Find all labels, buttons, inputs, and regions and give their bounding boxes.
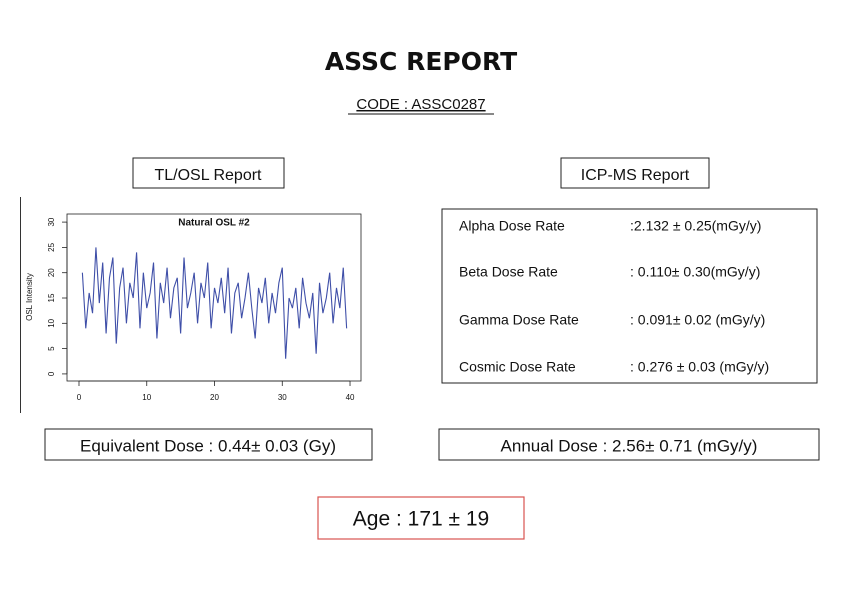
row-label: Alpha Dose Rate — [459, 218, 565, 234]
y-tick-label: 25 — [47, 242, 56, 251]
tl-osl-heading: TL/OSL Report — [154, 167, 262, 184]
equivalent-dose: Equivalent Dose : 0.44± 0.03 (Gy) — [80, 436, 336, 455]
icp-ms-heading: ICP-MS Report — [581, 167, 690, 184]
report-title: ASSC REPORT — [325, 47, 517, 76]
x-tick-label: 30 — [278, 393, 287, 402]
row-label: Gamma Dose Rate — [459, 312, 579, 328]
y-axis-label: OSL Intensity — [25, 273, 34, 321]
row-value: : 0.276 ± 0.03 (mGy/y) — [630, 359, 769, 375]
osl-chart: Natural OSL #2 OSL Intensity 0 5 10 15 20 25 30 0… — [25, 213, 362, 402]
annual-dose: Annual Dose : 2.56± 0.71 (mGy/y) — [501, 436, 758, 455]
x-tick-label: 0 — [77, 393, 82, 402]
x-tick-label: 40 — [346, 393, 355, 402]
heading-box — [132, 157, 285, 189]
heading-box — [560, 157, 710, 189]
result-box — [44, 428, 373, 461]
y-tick-label: 30 — [47, 217, 56, 226]
row-label: Cosmic Dose Rate — [459, 359, 576, 375]
y-tick-label: 5 — [47, 346, 56, 351]
age-box — [317, 496, 525, 540]
y-tick-label: 20 — [47, 268, 56, 277]
row-value: :2.132 ± 0.25(mGy/y) — [630, 218, 761, 234]
y-tick-label: 0 — [47, 371, 56, 376]
row-value: : 0.110± 0.30(mGy/y) — [630, 264, 760, 280]
age: Age : 171 ± 19 — [353, 508, 489, 531]
icp-table-box — [441, 208, 818, 384]
report-code: CODE : ASSC0287 — [356, 96, 485, 113]
x-tick-label: 10 — [142, 393, 151, 402]
icp-rows: Alpha Dose Rate :2.132 ± 0.25(mGy/y) Beta … — [459, 218, 769, 375]
y-tick-label: 15 — [47, 293, 56, 302]
y-tick-label: 10 — [47, 318, 56, 327]
osl-line — [81, 247, 348, 359]
row-label: Beta Dose Rate — [459, 264, 558, 280]
chart-title: Natural OSL #2 — [178, 218, 250, 229]
result-box — [438, 428, 820, 461]
x-tick-label: 20 — [210, 393, 219, 402]
row-value: : 0.091± 0.02 (mGy/y) — [630, 312, 765, 328]
